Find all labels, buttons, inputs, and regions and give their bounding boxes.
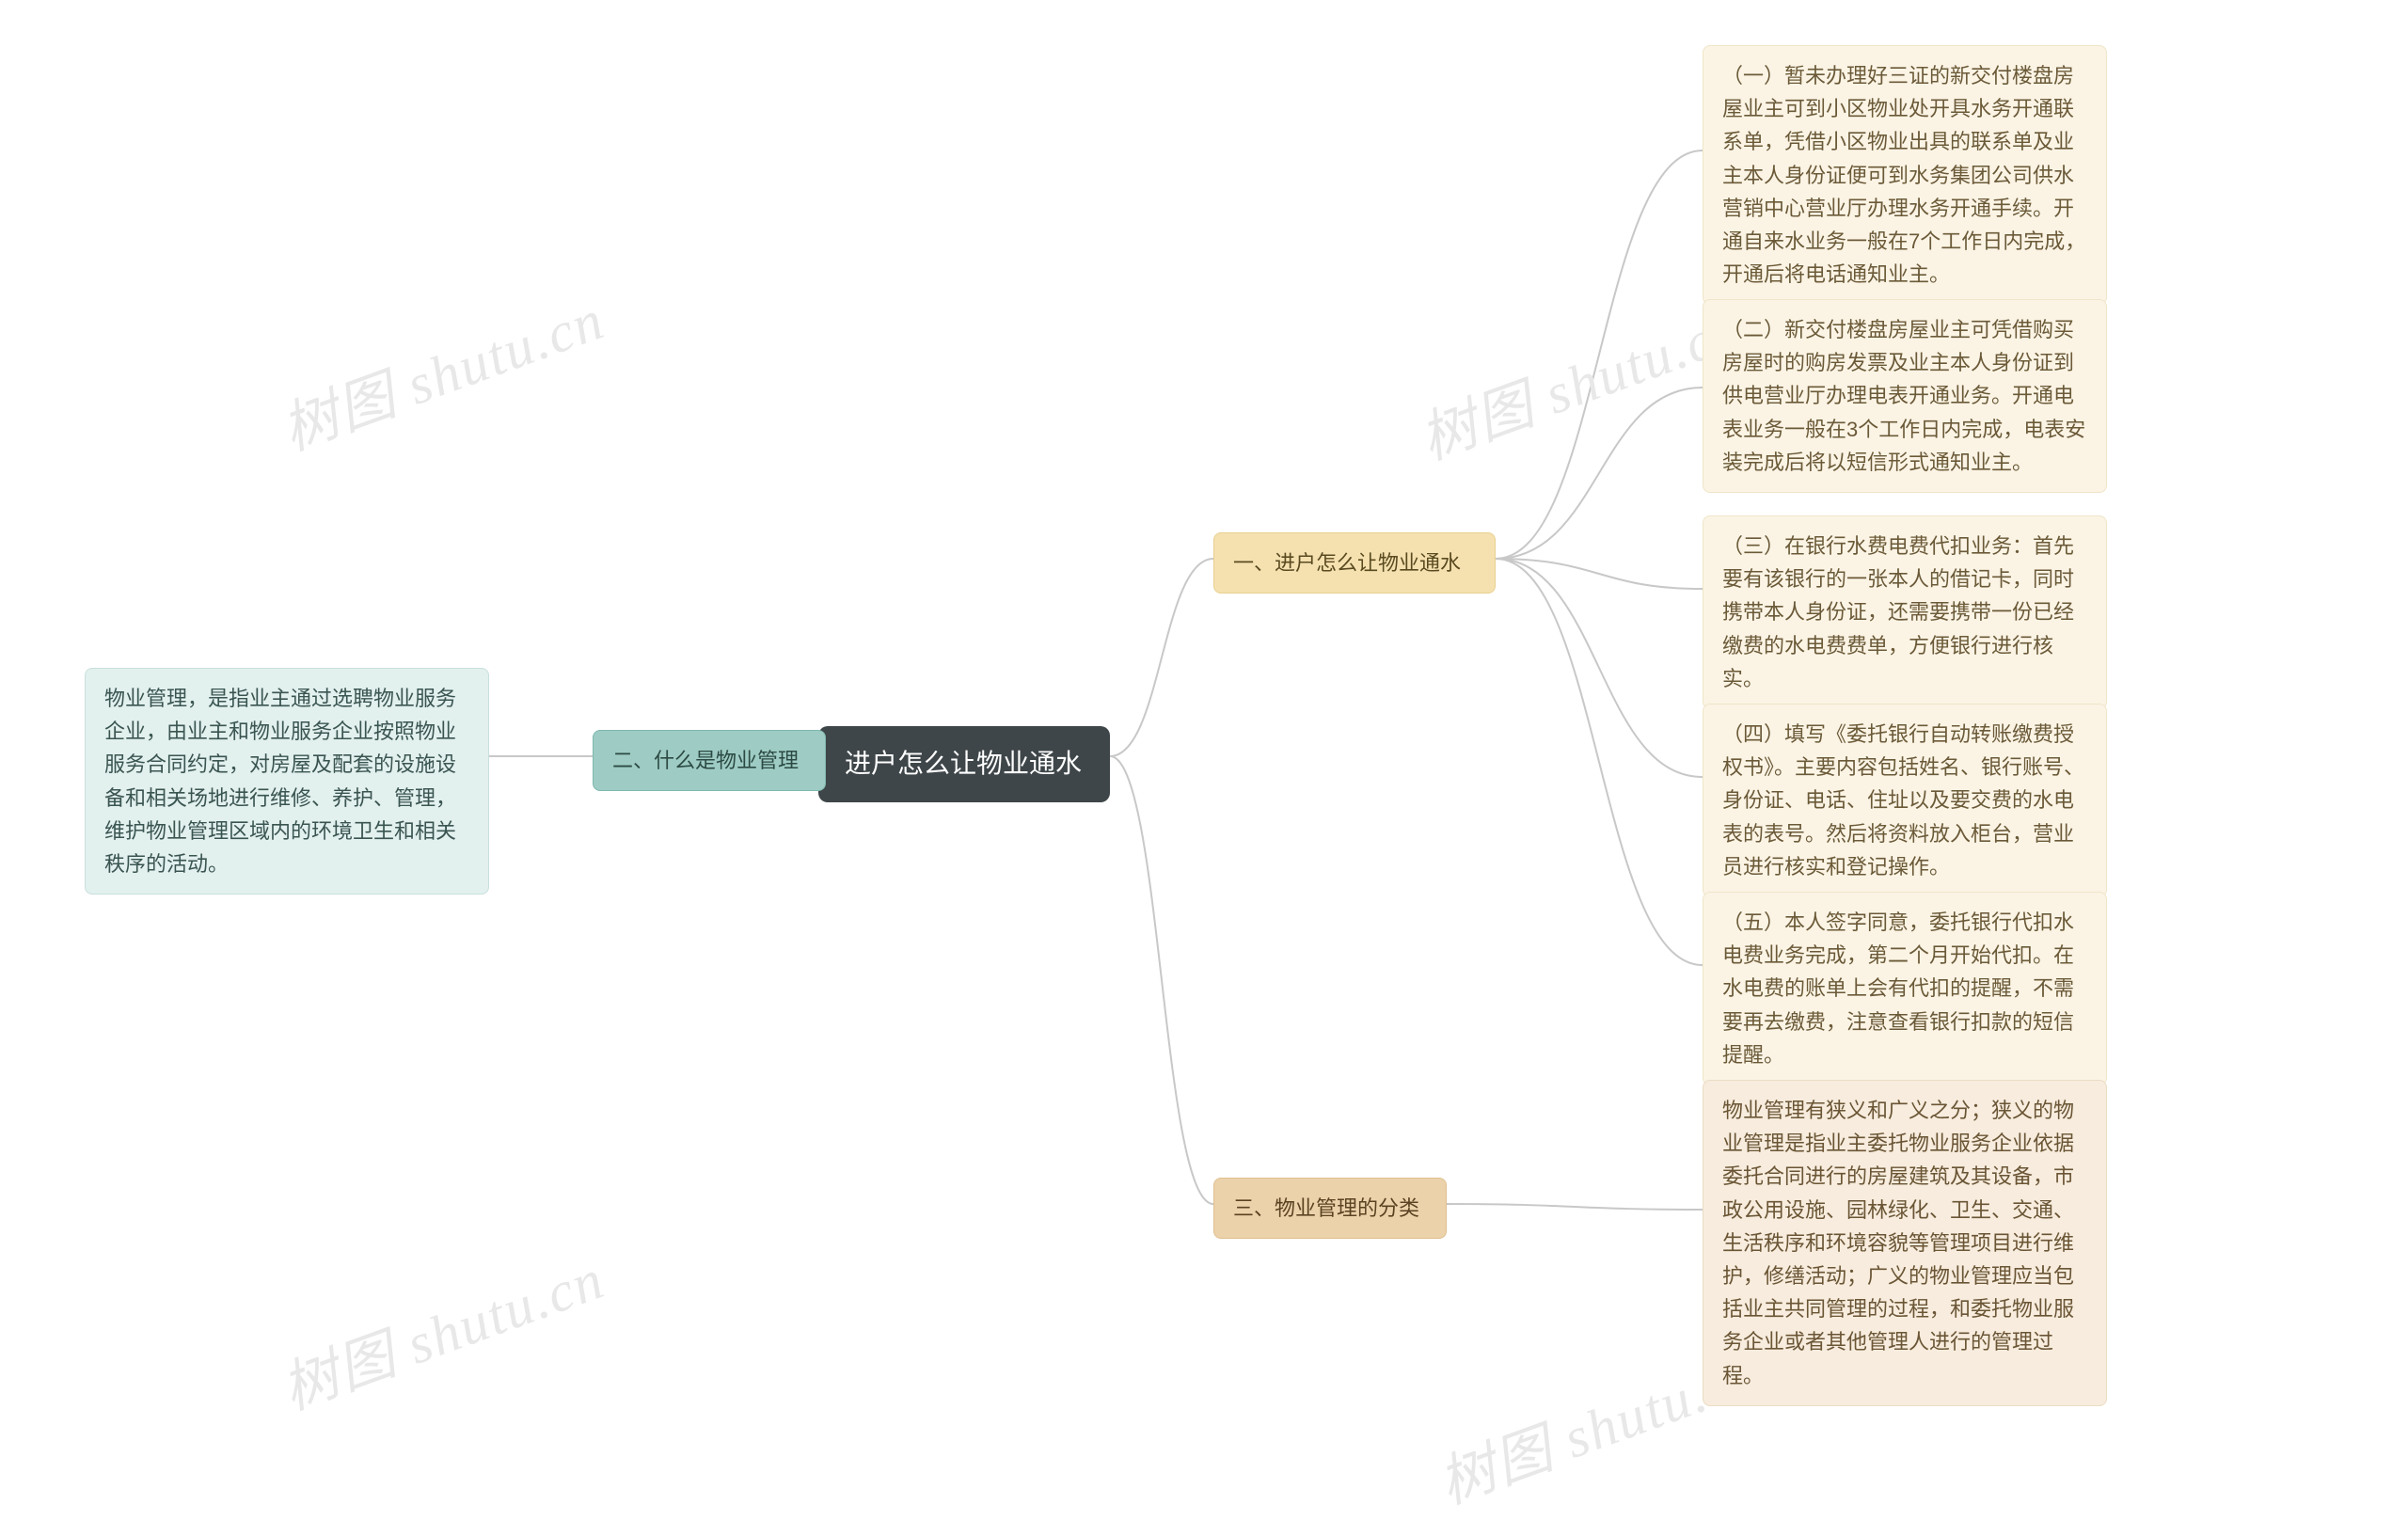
watermark: 树图 shutu.cn [269,274,614,466]
leaf-node-b1-1[interactable]: （一）暂未办理好三证的新交付楼盘房屋业主可到小区物业处开具水务开通联系单，凭借小… [1703,45,2107,305]
branch-label: 二、什么是物业管理 [612,749,799,772]
branch-node-1[interactable]: 一、进户怎么让物业通水 [1213,532,1496,594]
root-node[interactable]: 进户怎么让物业通水 [818,726,1110,802]
leaf-node-b3-1[interactable]: 物业管理有狭义和广义之分；狭义的物业管理是指业主委托物业服务企业依据委托合同进行… [1703,1080,2107,1406]
leaf-text: （五）本人签字同意，委托银行代扣水电费业务完成，第二个月开始代扣。在水电费的账单… [1722,910,2074,1067]
leaf-node-b1-5[interactable]: （五）本人签字同意，委托银行代扣水电费业务完成，第二个月开始代扣。在水电费的账单… [1703,892,2107,1085]
leaf-node-b1-2[interactable]: （二）新交付楼盘房屋业主可凭借购买房屋时的购房发票及业主本人身份证到供电营业厅办… [1703,299,2107,493]
leaf-node-b1-3[interactable]: （三）在银行水费电费代扣业务：首先要有该银行的一张本人的借记卡，同时携带本人身份… [1703,515,2107,709]
leaf-text: （一）暂未办理好三证的新交付楼盘房屋业主可到小区物业处开具水务开通联系单，凭借小… [1722,64,2085,286]
root-label: 进户怎么让物业通水 [845,749,1082,778]
leaf-text: （二）新交付楼盘房屋业主可凭借购买房屋时的购房发票及业主本人身份证到供电营业厅办… [1722,318,2085,474]
branch-node-3[interactable]: 三、物业管理的分类 [1213,1178,1447,1239]
watermark: 树图 shutu.cn [269,1233,614,1425]
leaf-text: （四）填写《委托银行自动转账缴费授权书》。主要内容包括姓名、银行账号、身份证、电… [1722,722,2084,879]
watermark: 树图 shutu.cn [1407,283,1752,475]
leaf-text: 物业管理，是指业主通过选聘物业服务企业，由业主和物业服务企业按照物业服务合同约定… [104,687,456,876]
leaf-node-b2-1[interactable]: 物业管理，是指业主通过选聘物业服务企业，由业主和物业服务企业按照物业服务合同约定… [85,668,489,895]
branch-label: 三、物业管理的分类 [1233,1196,1419,1220]
branch-node-2[interactable]: 二、什么是物业管理 [593,730,826,791]
leaf-text: 物业管理有狭义和广义之分；狭义的物业管理是指业主委托物业服务企业依据委托合同进行… [1722,1099,2074,1387]
leaf-text: （三）在银行水费电费代扣业务：首先要有该银行的一张本人的借记卡，同时携带本人身份… [1722,534,2074,690]
leaf-node-b1-4[interactable]: （四）填写《委托银行自动转账缴费授权书》。主要内容包括姓名、银行账号、身份证、电… [1703,704,2107,897]
branch-label: 一、进户怎么让物业通水 [1233,551,1461,575]
